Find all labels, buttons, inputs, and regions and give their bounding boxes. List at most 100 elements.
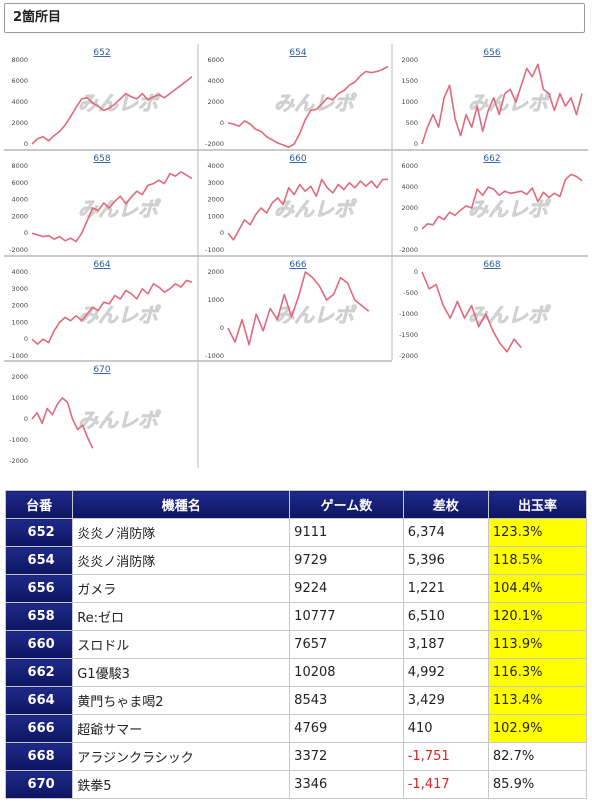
watermark: みんレポ [274,303,357,327]
table-row: 668 アラジンクラシック 3372 -1,751 82.7% [4,742,588,771]
games-cell: 10777 [289,602,404,631]
chart-title[interactable]: 668 [483,260,500,270]
header-difference: 差枚 [402,490,489,519]
machine-number-cell: 656 [4,574,74,603]
chart-664: 664 4000 3000 2000 1000 0 -1000 みんレポ [4,256,200,364]
machine-name-cell: G1優駿3 [72,658,291,687]
y-tick-label: 8000 [11,162,28,170]
chart-svg: 664 4000 3000 2000 1000 0 -1000 みんレポ [9,260,193,360]
difference-cell: 4,992 [402,658,489,687]
y-tick-label: 1000 [207,296,224,304]
y-tick-label: -2000 [399,246,418,254]
y-tick-label: 6000 [11,77,28,85]
chart-title[interactable]: 654 [289,48,306,58]
chart-652: 652 8000 6000 4000 2000 0 みんレポ [4,44,200,152]
payout-rate-cell: 118.5% [487,546,588,575]
chart-title[interactable]: 660 [289,154,306,164]
header-machine-number: 台番 [4,490,74,519]
difference-cell: 6,510 [402,602,489,631]
games-cell: 7657 [289,630,404,659]
chart-title[interactable]: 670 [93,365,110,375]
y-tick-label: -2000 [205,140,224,148]
machine-name-cell: 鉄拳5 [72,770,291,799]
y-tick-label: 4000 [401,183,418,191]
table-row: 670 鉄拳5 3346 -1,417 85.9% [4,770,588,799]
watermark: みんレポ [78,197,161,221]
chart-svg: 666 2000 1000 0 -1000 みんレポ [205,260,370,360]
y-tick-label: 6000 [11,179,28,187]
series-line [227,178,388,241]
chart-title[interactable]: 666 [289,260,306,270]
y-tick-label: -2000 [9,246,28,254]
chart-title[interactable]: 664 [93,260,110,270]
difference-cell: 410 [402,714,489,743]
y-tick-label: 0 [24,140,28,148]
table-row: 652 炎炎ノ消防隊 9111 6,374 123.3% [4,518,588,547]
y-tick-label: 2000 [11,212,28,220]
table-row: 656 ガメラ 9224 1,221 104.4% [4,574,588,603]
table-row: 660 スロドル 7657 3,187 113.9% [4,630,588,659]
chart-svg: 654 6000 4000 2000 0 -2000 みんレポ [205,48,389,148]
chart-668: 668 0 -500 -1000 -1500 -2000 みんレポ [394,256,590,364]
chart-svg: 658 8000 6000 4000 2000 0 -2000 みんレポ [9,154,193,254]
table-row: 654 炎炎ノ消防隊 9729 5,396 118.5% [4,546,588,575]
games-cell: 8543 [289,686,404,715]
watermark: みんレポ [274,91,357,115]
games-cell: 10208 [289,658,404,687]
chart-656: 656 2000 1500 1000 500 0 みんレポ [394,44,590,152]
y-tick-label: 0 [414,268,418,276]
slot-data-table: 台番 機種名 ゲーム数 差枚 出玉率 652 炎炎ノ消防隊 9111 6,374 123… [4,490,588,799]
machine-name-cell: 炎炎ノ消防隊 [72,518,291,547]
chart-670: 670 2000 1000 0 -1000 -2000 みんレポ [4,361,200,469]
payout-rate-cell: 120.1% [487,602,588,631]
chart-title[interactable]: 656 [483,48,500,58]
series-line [421,63,583,145]
table-row: 658 Re:ゼロ 10777 6,510 120.1% [4,602,588,631]
machine-name-cell: 超爺サマー [72,714,291,743]
chart-666: 666 2000 1000 0 -1000 みんレポ [200,256,396,364]
y-tick-label: 0 [220,229,224,237]
y-tick-label: 6000 [207,56,224,64]
y-tick-label: 2000 [401,204,418,212]
y-tick-label: 0 [220,119,224,127]
games-cell: 9729 [289,546,404,575]
y-tick-label: 4000 [11,196,28,204]
chart-title[interactable]: 652 [93,48,110,58]
y-tick-label: 0 [24,415,28,423]
header-machine-name: 機種名 [72,490,291,519]
machine-number-cell: 664 [4,686,74,715]
y-tick-label: 4000 [207,162,224,170]
y-tick-label: 3000 [11,285,28,293]
table-body: 652 炎炎ノ消防隊 9111 6,374 123.3% 654 炎炎ノ消防隊 9729 5,3… [4,518,588,799]
games-cell: 9224 [289,574,404,603]
series-line [421,173,583,230]
chart-662: 662 6000 4000 2000 0 -2000 みんレポ [394,150,590,258]
machine-name-cell: アラジンクラシック [72,742,291,771]
y-tick-label: 2000 [207,268,224,276]
machine-number-cell: 668 [4,742,74,771]
y-tick-label: 0 [414,140,418,148]
machine-number-cell: 662 [4,658,74,687]
y-tick-label: -1000 [205,246,224,254]
y-tick-label: 1000 [11,394,28,402]
header-games: ゲーム数 [289,490,404,519]
machine-number-cell: 658 [4,602,74,631]
y-tick-label: 2000 [11,373,28,381]
difference-cell: 3,187 [402,630,489,659]
y-tick-label: 0 [220,324,224,332]
games-cell: 3372 [289,742,404,771]
y-tick-label: 1000 [11,318,28,326]
payout-rate-cell: 116.3% [487,658,588,687]
difference-cell: 6,374 [402,518,489,547]
table-row: 662 G1優駿3 10208 4,992 116.3% [4,658,588,687]
chart-svg: 668 0 -500 -1000 -1500 -2000 みんレポ [399,260,551,360]
y-tick-label: 0 [414,225,418,233]
series-line [31,279,193,345]
machine-name-cell: Re:ゼロ [72,602,291,631]
y-tick-label: 0 [24,229,28,237]
chart-title[interactable]: 662 [483,154,500,164]
machine-number-cell: 652 [4,518,74,547]
machine-name-cell: 黄門ちゃま喝2 [72,686,291,715]
y-tick-label: 0 [24,335,28,343]
chart-title[interactable]: 658 [93,154,110,164]
